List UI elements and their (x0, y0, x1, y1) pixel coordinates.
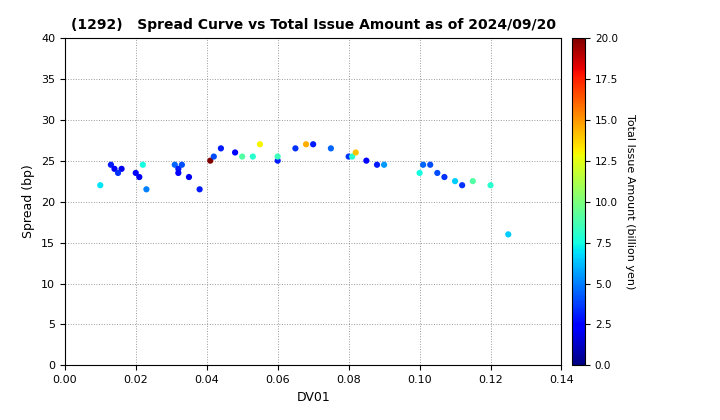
Point (467, 178, 479, 184)
Point (418, 161, 429, 168)
Point (431, 170, 443, 176)
Point (372, 161, 383, 168)
Point (350, 149, 361, 156)
Point (449, 178, 461, 184)
Point (236, 153, 248, 160)
Point (208, 153, 220, 160)
Point (183, 174, 194, 181)
Point (272, 157, 284, 164)
Point (289, 145, 301, 152)
Point (116, 165, 127, 172)
Point (414, 170, 426, 176)
Point (94, 182, 106, 189)
Point (133, 174, 145, 181)
Point (109, 165, 120, 172)
Point (204, 157, 216, 164)
Point (325, 145, 337, 152)
Point (456, 182, 468, 189)
X-axis label: DV01: DV01 (296, 391, 330, 404)
Point (105, 161, 117, 168)
Point (361, 157, 372, 164)
Point (173, 165, 184, 172)
Point (343, 153, 354, 160)
Point (130, 170, 142, 176)
Point (485, 182, 496, 189)
Point (378, 161, 390, 168)
Point (194, 186, 205, 193)
Point (247, 153, 258, 160)
Title: (1292)   Spread Curve vs Total Issue Amount as of 2024/09/20: (1292) Spread Curve vs Total Issue Amoun… (71, 18, 556, 32)
Point (112, 170, 124, 176)
Point (140, 186, 152, 193)
Point (215, 145, 227, 152)
Point (176, 161, 188, 168)
Point (307, 141, 319, 147)
Point (503, 231, 514, 238)
Point (300, 141, 312, 147)
Point (425, 161, 436, 168)
Point (137, 161, 148, 168)
Point (254, 141, 266, 147)
Point (272, 153, 284, 160)
Point (230, 149, 241, 156)
Point (173, 170, 184, 176)
Point (438, 174, 450, 181)
Point (346, 153, 358, 160)
Y-axis label: Spread (bp): Spread (bp) (22, 165, 35, 239)
Y-axis label: Total Issue Amount (billion yen): Total Issue Amount (billion yen) (625, 114, 635, 289)
Point (169, 161, 181, 168)
